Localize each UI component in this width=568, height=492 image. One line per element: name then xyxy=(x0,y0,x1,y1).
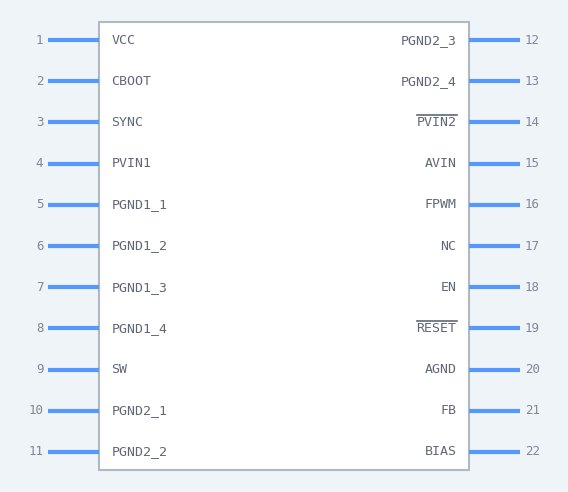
Text: 21: 21 xyxy=(525,404,540,417)
Text: VCC: VCC xyxy=(111,33,135,47)
Text: 3: 3 xyxy=(36,116,43,129)
Text: 5: 5 xyxy=(36,198,43,212)
Text: 20: 20 xyxy=(525,363,540,376)
Text: 18: 18 xyxy=(525,280,540,294)
Text: RESET: RESET xyxy=(416,322,457,335)
Text: AVIN: AVIN xyxy=(425,157,457,170)
Text: PGND1_2: PGND1_2 xyxy=(111,240,168,252)
Text: 12: 12 xyxy=(525,33,540,47)
Text: 8: 8 xyxy=(36,322,43,335)
Text: PGND2_1: PGND2_1 xyxy=(111,404,168,417)
Text: PVIN2: PVIN2 xyxy=(416,116,457,129)
Text: 17: 17 xyxy=(525,240,540,252)
Text: FB: FB xyxy=(441,404,457,417)
Text: 1: 1 xyxy=(36,33,43,47)
Text: 22: 22 xyxy=(525,445,540,459)
Text: PGND1_4: PGND1_4 xyxy=(111,322,168,335)
Text: 9: 9 xyxy=(36,363,43,376)
Text: PGND1_1: PGND1_1 xyxy=(111,198,168,212)
Text: NC: NC xyxy=(441,240,457,252)
Text: AGND: AGND xyxy=(425,363,457,376)
Text: 4: 4 xyxy=(36,157,43,170)
Text: BIAS: BIAS xyxy=(425,445,457,459)
Text: SYNC: SYNC xyxy=(111,116,143,129)
Text: 14: 14 xyxy=(525,116,540,129)
Text: 11: 11 xyxy=(28,445,43,459)
Text: PGND2_2: PGND2_2 xyxy=(111,445,168,459)
Bar xyxy=(99,22,469,470)
Text: 2: 2 xyxy=(36,75,43,88)
Text: 10: 10 xyxy=(28,404,43,417)
Text: PVIN1: PVIN1 xyxy=(111,157,152,170)
Text: EN: EN xyxy=(441,280,457,294)
Text: 6: 6 xyxy=(36,240,43,252)
Text: SW: SW xyxy=(111,363,127,376)
Text: PGND1_3: PGND1_3 xyxy=(111,280,168,294)
Text: 15: 15 xyxy=(525,157,540,170)
Text: PGND2_3: PGND2_3 xyxy=(400,33,457,47)
Text: CBOOT: CBOOT xyxy=(111,75,152,88)
Text: 7: 7 xyxy=(36,280,43,294)
Text: PGND2_4: PGND2_4 xyxy=(400,75,457,88)
Text: 16: 16 xyxy=(525,198,540,212)
Text: 13: 13 xyxy=(525,75,540,88)
Text: FPWM: FPWM xyxy=(425,198,457,212)
Text: 19: 19 xyxy=(525,322,540,335)
